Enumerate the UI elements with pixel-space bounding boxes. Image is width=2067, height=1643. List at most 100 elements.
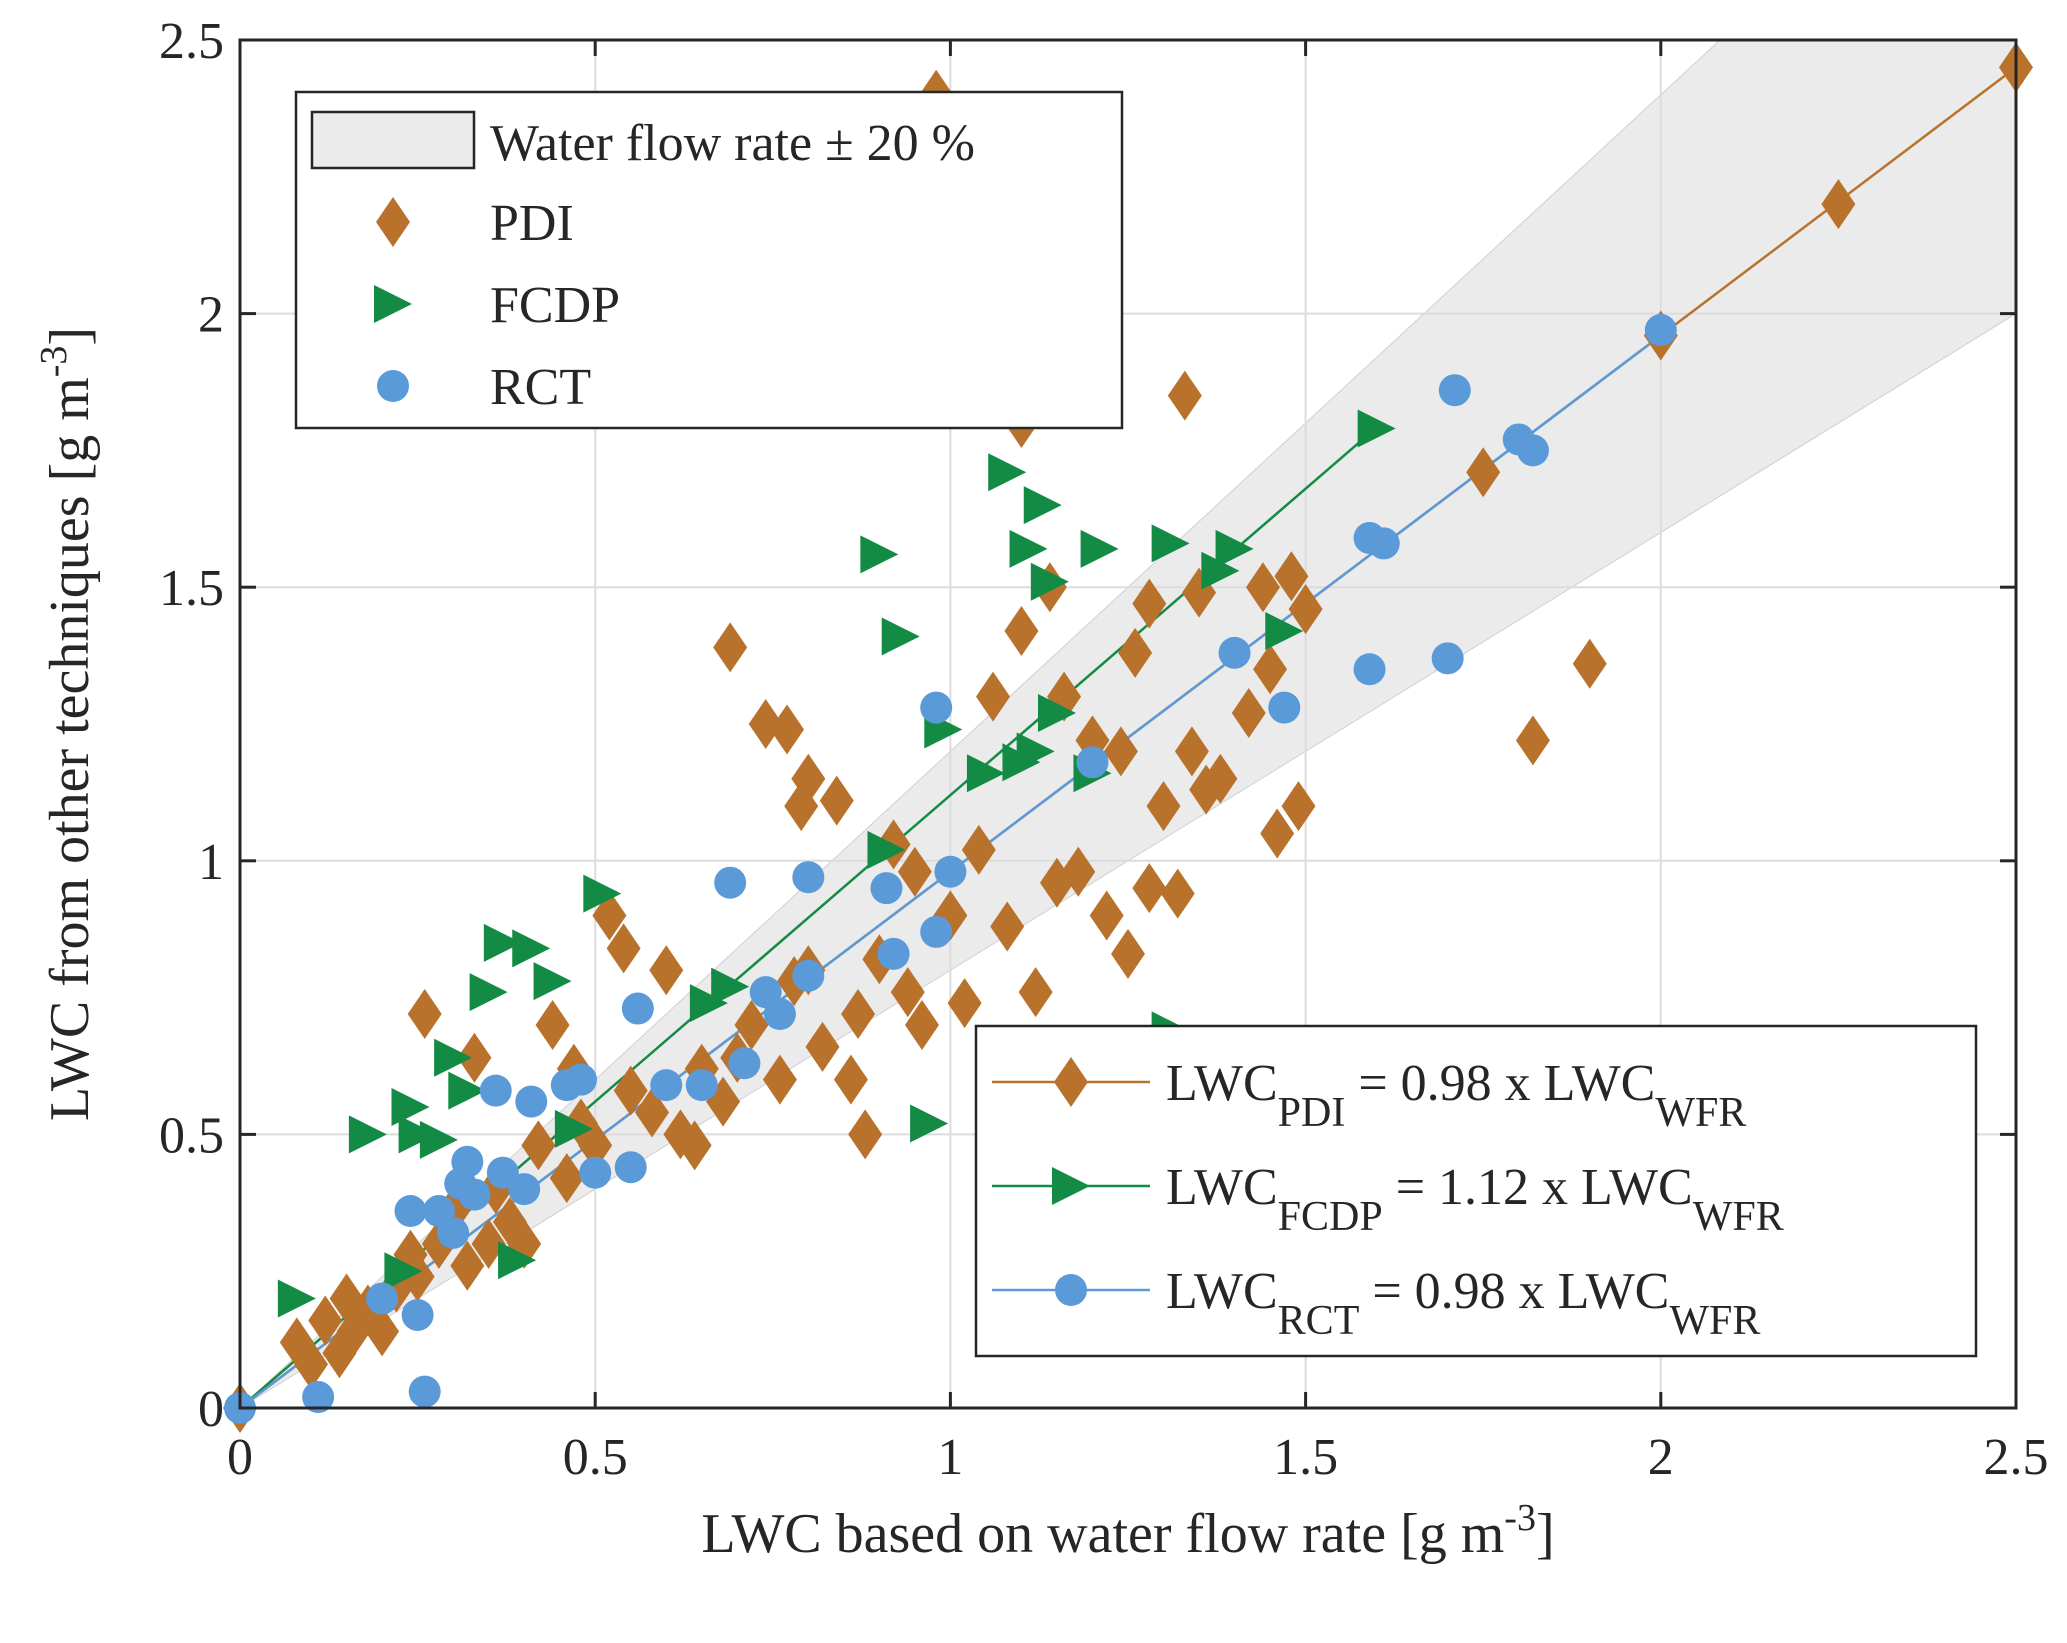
point-pdi bbox=[1466, 447, 1501, 498]
axis-ticks: 0 0.5 1 1.5 2 2.5 0 0.5 1 1.5 2 2.5 bbox=[159, 13, 2049, 1486]
point-rct bbox=[1367, 527, 1400, 560]
point-pdi bbox=[1260, 808, 1295, 859]
point-pdi bbox=[791, 753, 826, 804]
point-pdi bbox=[1061, 846, 1096, 897]
legend-marker-pdi bbox=[376, 197, 410, 247]
point-rct bbox=[714, 866, 747, 899]
point-pdi bbox=[471, 1218, 506, 1269]
point-pdi bbox=[1245, 562, 1280, 613]
data-points bbox=[223, 42, 2033, 1433]
point-fcdp bbox=[483, 923, 522, 962]
legend-band-label: Water flow rate ± 20 % bbox=[490, 115, 975, 172]
point-fcdp bbox=[1151, 524, 1190, 563]
point-rct bbox=[1218, 636, 1251, 669]
point-fcdp bbox=[860, 535, 899, 574]
point-fcdp bbox=[1080, 529, 1119, 568]
point-fcdp bbox=[966, 754, 1005, 793]
point-pdi bbox=[1174, 726, 1209, 777]
point-pdi bbox=[1111, 928, 1145, 979]
x-tick-label: 0.5 bbox=[563, 1429, 628, 1486]
point-rct bbox=[302, 1381, 335, 1414]
point-pdi bbox=[308, 1295, 343, 1346]
point-fcdp bbox=[1037, 694, 1076, 733]
point-pdi bbox=[1203, 753, 1238, 804]
point-rct bbox=[366, 1282, 399, 1315]
point-rct bbox=[1438, 374, 1471, 407]
point-pdi bbox=[649, 945, 684, 996]
point-pdi bbox=[897, 846, 932, 897]
x-tick-label: 2 bbox=[1648, 1429, 1674, 1486]
point-fcdp bbox=[434, 1038, 473, 1077]
point-pdi bbox=[1253, 644, 1288, 695]
point-pdi bbox=[1288, 584, 1323, 635]
point-fcdp bbox=[1201, 551, 1240, 590]
legend-label-fcdp: FCDP bbox=[490, 277, 620, 334]
point-pdi bbox=[833, 1054, 868, 1105]
point-pdi bbox=[535, 999, 570, 1050]
point-fcdp bbox=[419, 1120, 458, 1159]
point-pdi bbox=[904, 999, 939, 1050]
point-pdi bbox=[1160, 868, 1195, 919]
point-pdi bbox=[890, 967, 925, 1018]
point-fcdp bbox=[498, 1241, 537, 1280]
point-pdi bbox=[848, 1109, 883, 1160]
y-tick-label: 2.5 bbox=[159, 13, 224, 70]
point-fcdp bbox=[1023, 486, 1062, 525]
x-axis-label: LWC based on water flow rate [g m-3] bbox=[701, 1497, 1554, 1565]
point-rct bbox=[1268, 691, 1301, 724]
point-fcdp bbox=[1357, 409, 1396, 448]
legend-fit-marker-pdi bbox=[1054, 1057, 1088, 1107]
point-rct bbox=[1431, 642, 1464, 675]
point-rct bbox=[877, 937, 910, 970]
point-fcdp bbox=[910, 1104, 949, 1143]
point-pdi bbox=[1018, 967, 1053, 1018]
point-fcdp bbox=[469, 973, 508, 1012]
point-pdi bbox=[990, 901, 1025, 952]
point-rct bbox=[650, 1069, 683, 1102]
y-tick-label: 1.5 bbox=[159, 560, 224, 617]
point-pdi bbox=[1004, 605, 1039, 656]
point-pdi bbox=[1146, 781, 1181, 832]
point-pdi bbox=[1089, 890, 1124, 941]
point-pdi bbox=[578, 1120, 613, 1171]
point-pdi bbox=[1281, 781, 1316, 832]
x-tick-label: 0 bbox=[227, 1429, 253, 1486]
point-rct bbox=[508, 1173, 541, 1206]
point-pdi bbox=[365, 1306, 400, 1357]
legend-fit-marker-fcdp bbox=[1052, 1167, 1090, 1205]
point-fcdp bbox=[391, 1088, 430, 1127]
legend-marker-rct bbox=[377, 370, 409, 402]
point-pdi bbox=[457, 1032, 492, 1083]
point-fcdp bbox=[881, 617, 920, 656]
point-fcdp bbox=[554, 1109, 593, 1148]
legend-label-pdi: PDI bbox=[490, 195, 574, 252]
point-rct bbox=[792, 861, 825, 894]
x-tick-label: 2.5 bbox=[1984, 1429, 2049, 1486]
point-fcdp bbox=[1030, 562, 1069, 601]
point-pdi bbox=[961, 824, 996, 875]
legend-marker-fcdp bbox=[374, 285, 412, 323]
point-fcdp bbox=[583, 874, 622, 913]
legend-band-swatch bbox=[310, 110, 476, 170]
point-pdi bbox=[1515, 715, 1550, 766]
point-rct bbox=[614, 1151, 647, 1184]
point-pdi bbox=[1167, 370, 1202, 421]
legend-bottom: LWCPDI = 0.98 x LWCWFR LWCFCDP = 1.12 x L… bbox=[974, 1024, 1978, 1358]
point-rct bbox=[792, 959, 825, 992]
point-rct bbox=[728, 1047, 761, 1080]
point-rct bbox=[934, 855, 967, 888]
point-rct bbox=[515, 1085, 548, 1118]
point-rct bbox=[579, 1156, 612, 1189]
point-fcdp bbox=[1215, 529, 1254, 568]
legend-top: Water flow rate ± 20 % PDI FCDP RCT bbox=[294, 90, 1124, 430]
point-rct bbox=[763, 998, 796, 1031]
point-rct bbox=[870, 872, 903, 905]
point-pdi bbox=[1132, 578, 1167, 629]
point-fcdp bbox=[384, 1252, 423, 1291]
point-rct bbox=[920, 691, 953, 724]
point-fcdp bbox=[1009, 529, 1048, 568]
point-fcdp bbox=[711, 967, 750, 1006]
point-fcdp bbox=[448, 1071, 487, 1110]
plot-frame bbox=[238, 38, 2018, 1410]
point-pdi bbox=[734, 999, 769, 1050]
